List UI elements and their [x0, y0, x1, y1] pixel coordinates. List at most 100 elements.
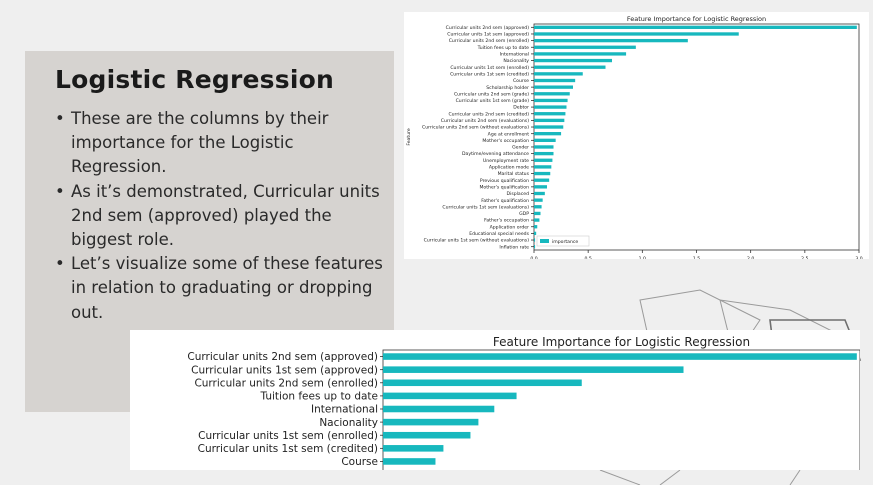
chart-title: Feature Importance for Logistic Regressi… [493, 335, 750, 349]
category-label: Nacionality [503, 58, 529, 64]
bar-2 [534, 38, 688, 43]
bar-19 [534, 151, 554, 156]
bar-12 [534, 105, 567, 109]
bar-0 [383, 353, 857, 360]
x-tick-label: 3.0 [855, 256, 862, 259]
category-label: Tuition fees up to date [260, 391, 378, 403]
top-features-chart: Feature Importance for Logistic Regressi… [130, 330, 861, 485]
category-label: Curricular units 2nd sem (approved) [187, 351, 378, 363]
x-tick-label: 0.0 [530, 256, 537, 259]
category-label: Curricular units 1st sem (without evalua… [424, 238, 530, 244]
bar-13 [534, 112, 566, 116]
category-label: International [500, 52, 529, 58]
bar-7 [383, 445, 444, 452]
category-label: Debtor [513, 105, 529, 111]
plot-frame [533, 23, 860, 251]
x-tick-label: 1.5 [693, 256, 700, 259]
category-label: Curricular units 1st sem (approved) [447, 32, 529, 38]
x-tick-label: 2.0 [747, 256, 754, 259]
bar-31 [534, 231, 537, 236]
bar-18 [534, 145, 554, 149]
category-label: Application mode [489, 165, 529, 171]
bar-14 [534, 118, 565, 123]
bar-3 [534, 45, 636, 49]
category-label: Displaced [507, 191, 530, 197]
category-label: Gender [512, 145, 529, 151]
category-label: Father's occupation [484, 218, 529, 224]
bar-5 [534, 58, 612, 63]
bar-9 [534, 85, 573, 89]
bar-26 [534, 198, 543, 202]
bar-8 [534, 78, 576, 83]
legend-box [536, 235, 590, 247]
category-label: GDP [519, 211, 529, 217]
full-importance-chart-svg: Feature Importance for Logistic Regressi… [406, 15, 863, 262]
bar-20 [534, 158, 553, 162]
chart-title: Feature Importance for Logistic Regressi… [627, 15, 766, 23]
y-axis-label: Feature [406, 128, 412, 146]
category-label: Curricular units 2nd sem (enrolled) [194, 377, 378, 389]
bar-11 [534, 98, 568, 103]
bar-30 [534, 225, 538, 229]
category-label: Curricular units 2nd sem (evaluations) [441, 118, 529, 124]
bar-17 [534, 138, 556, 142]
bar-21 [534, 165, 552, 169]
category-label: Curricular units 1st sem (approved) [191, 364, 378, 376]
category-label: Course [341, 456, 378, 468]
category-label: Previous qualification [480, 178, 529, 184]
category-label: Application order [490, 224, 529, 230]
category-label: Scholarship holder [486, 85, 529, 91]
bar-29 [534, 218, 540, 222]
category-label: Curricular units 2nd sem (enrolled) [449, 38, 530, 44]
bar-1 [383, 366, 684, 373]
category-label: Mother's qualification [479, 184, 529, 190]
slide-title: Logistic Regression [55, 65, 334, 94]
category-label: Inflation rate [499, 244, 529, 250]
category-label: Age at enrollment [488, 131, 530, 137]
category-label: Unemployment rate [483, 158, 529, 164]
bar-0 [534, 25, 857, 29]
x-tick-label: 1.0 [639, 256, 646, 259]
category-label: Curricular units 1st sem (grade) [456, 98, 530, 104]
bullet-list: These are the columns by their importanc… [55, 107, 385, 325]
bar-22 [534, 171, 551, 176]
bar-5 [383, 418, 479, 426]
category-label: Curricular units 2nd sem (without evalua… [422, 125, 529, 131]
bar-10 [534, 92, 570, 96]
legend-label: importance [552, 239, 578, 245]
category-label: Curricular units 1st sem (credited) [450, 71, 529, 77]
bar-23 [534, 178, 550, 182]
category-label: Curricular units 1st sem (evaluations) [442, 204, 529, 210]
bar-2 [383, 379, 582, 387]
category-label: Course [513, 78, 529, 84]
category-label: Educational special needs [469, 231, 529, 237]
bar-8 [383, 458, 436, 465]
category-label: Curricular units 1st sem (credited) [198, 443, 378, 455]
category-label: Curricular units 2nd sem (approved) [446, 25, 530, 31]
bar-33 [534, 245, 536, 249]
bar-1 [534, 32, 739, 36]
bar-25 [534, 191, 545, 196]
bullet-item: Let’s visualize some of these features i… [55, 252, 385, 325]
bar-7 [534, 72, 583, 76]
category-label: Curricular units 1st sem (enrolled) [450, 65, 529, 71]
bullet-item: As it’s demonstrated, Curricular units 2… [55, 180, 385, 253]
bar-28 [534, 211, 541, 216]
bar-6 [534, 65, 606, 69]
bar-4 [534, 52, 627, 56]
x-tick-label: 0.5 [585, 256, 592, 259]
bar-16 [534, 132, 562, 136]
bullet-item: These are the columns by their importanc… [55, 107, 385, 180]
bar-6 [383, 431, 471, 439]
full-importance-chart: Feature Importance for Logistic Regressi… [404, 12, 869, 262]
category-label: Marital status [498, 171, 530, 177]
bar-32 [534, 238, 536, 242]
bar-24 [534, 185, 547, 189]
category-label: Curricular units 1st sem (enrolled) [198, 430, 378, 442]
category-label: Curricular units 2nd sem (grade) [454, 91, 529, 97]
category-label: Mother's occupation [482, 138, 529, 144]
legend-swatch [540, 239, 549, 243]
top-features-chart-svg: Feature Importance for Logistic Regressi… [187, 335, 861, 485]
category-label: Daytime/evening attendance [462, 151, 529, 157]
bar-4 [383, 405, 495, 413]
